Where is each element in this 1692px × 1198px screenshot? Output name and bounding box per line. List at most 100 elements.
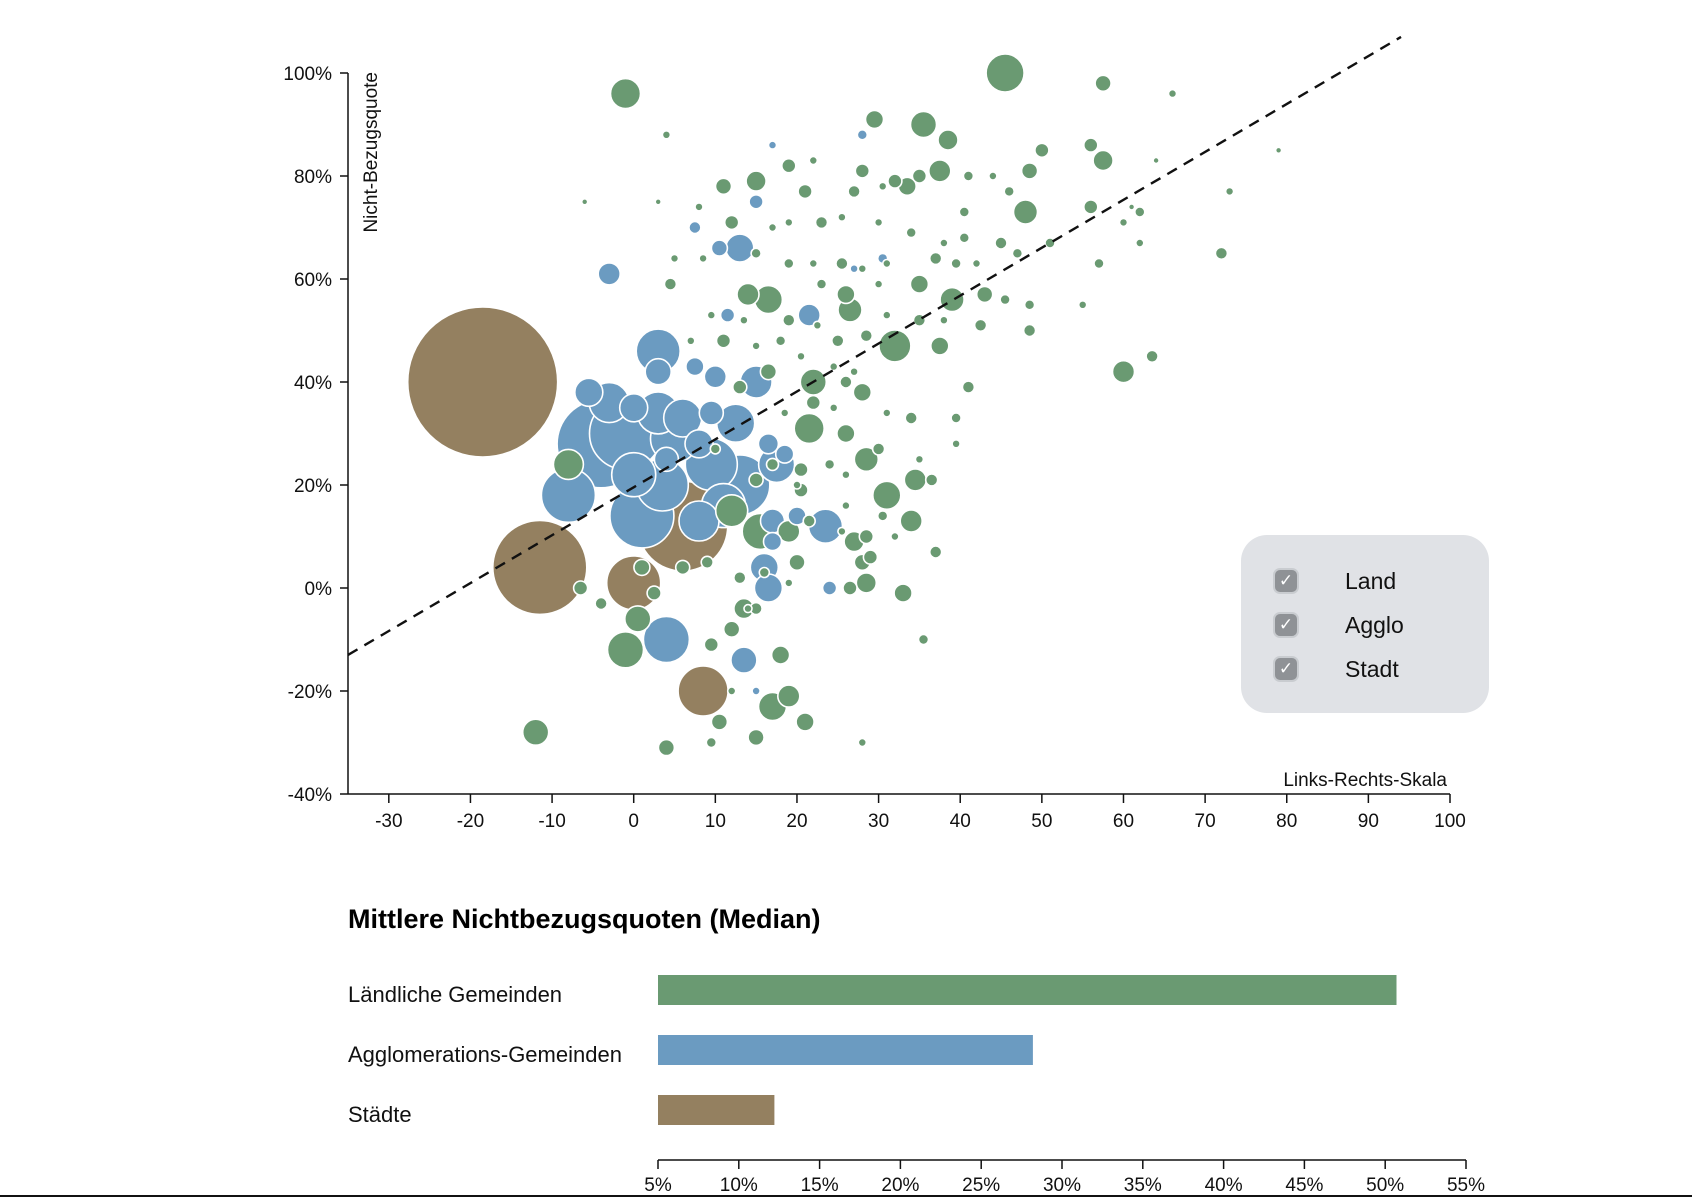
bubble-land[interactable] [609, 77, 642, 110]
bubble-land[interactable] [706, 310, 717, 320]
bubble-land[interactable] [770, 645, 791, 665]
bubble-land[interactable] [973, 318, 988, 333]
bubble-land[interactable] [971, 258, 982, 269]
bubble-agglo[interactable] [774, 444, 795, 464]
bubble-land[interactable] [781, 313, 796, 328]
bubble-land[interactable] [1118, 217, 1129, 228]
bubble-land[interactable] [1011, 247, 1024, 260]
bubble-agglo[interactable] [685, 356, 705, 377]
bubble-land[interactable] [841, 500, 851, 511]
bubble-land[interactable] [927, 159, 952, 183]
bubble-land[interactable] [732, 570, 747, 585]
bubble-land[interactable] [1012, 199, 1039, 225]
bubble-land[interactable] [748, 472, 764, 488]
bubble-land[interactable] [988, 171, 998, 181]
bubble-land[interactable] [646, 585, 662, 601]
bubble-land[interactable] [1134, 206, 1146, 218]
bubble-land[interactable] [857, 737, 868, 748]
bubble-land[interactable] [1111, 359, 1136, 384]
bubble-land[interactable] [552, 448, 585, 481]
bubble-land[interactable] [606, 630, 645, 669]
bubble-agglo[interactable] [849, 263, 859, 274]
bubble-land[interactable] [1152, 156, 1160, 165]
bubble-land[interactable] [783, 578, 794, 588]
bubble-agglo[interactable] [751, 686, 761, 696]
bubble-land[interactable] [1044, 237, 1056, 249]
bubble-land[interactable] [751, 341, 761, 351]
bubble-land[interactable] [909, 274, 930, 294]
bubble-land[interactable] [723, 214, 740, 231]
bubble-land[interactable] [928, 251, 943, 266]
bubble-land[interactable] [797, 183, 813, 200]
bubble-land[interactable] [1127, 203, 1136, 211]
bubble-land[interactable] [877, 181, 888, 192]
bubble-land[interactable] [890, 531, 900, 542]
bubble-land[interactable] [710, 713, 729, 731]
bubble-land[interactable] [950, 412, 962, 424]
bubble-land[interactable] [750, 247, 762, 260]
bubble-land[interactable] [975, 285, 994, 304]
bubble-land[interactable] [714, 493, 749, 528]
bubble-land[interactable] [961, 380, 976, 394]
bubble-land[interactable] [881, 408, 892, 418]
bubble-land[interactable] [878, 329, 912, 363]
bubble-land[interactable] [939, 286, 965, 313]
bubble-land[interactable] [779, 408, 790, 418]
bubble-agglo[interactable] [597, 262, 622, 286]
bubble-land[interactable] [814, 215, 829, 230]
bubble-land[interactable] [726, 686, 737, 696]
bubble-agglo[interactable] [757, 432, 780, 455]
checkbox-checked-icon[interactable]: ✓ [1273, 612, 1299, 638]
bubble-land[interactable] [937, 129, 959, 151]
bubble-land[interactable] [767, 222, 778, 233]
legend-item-land[interactable]: ✓ Land [1273, 565, 1396, 597]
bubble-land[interactable] [1167, 88, 1178, 99]
bubble-land[interactable] [1083, 199, 1099, 215]
bubble-land[interactable] [903, 468, 928, 492]
bubble-land[interactable] [731, 379, 748, 395]
bubble-land[interactable] [657, 738, 676, 757]
bubble-agglo[interactable] [618, 392, 649, 423]
bubble-land[interactable] [1034, 142, 1050, 159]
bubble-land[interactable] [705, 736, 718, 749]
bubble-land[interactable] [852, 382, 873, 403]
bubble-land[interactable] [836, 423, 856, 444]
bubble-land[interactable] [873, 279, 884, 289]
legend-item-stadt[interactable]: ✓ Stadt [1273, 653, 1399, 685]
bubble-land[interactable] [849, 366, 859, 377]
bubble-land[interactable] [828, 361, 839, 372]
bubble-land[interactable] [854, 163, 871, 179]
bubble-land[interactable] [792, 480, 802, 490]
bubble-land[interactable] [1093, 257, 1105, 270]
bubble-agglo[interactable] [807, 508, 844, 545]
bubble-land[interactable] [899, 509, 924, 533]
bubble-agglo[interactable] [710, 239, 729, 257]
checkbox-checked-icon[interactable]: ✓ [1273, 656, 1299, 682]
bubble-agglo[interactable] [610, 451, 657, 498]
bubble-land[interactable] [911, 168, 928, 184]
bubble-land[interactable] [759, 362, 778, 381]
bubble-land[interactable] [776, 684, 801, 708]
bubble-land[interactable] [758, 566, 771, 579]
bubble-land[interactable] [881, 310, 892, 320]
bubble-agglo[interactable] [703, 364, 728, 389]
bubble-land[interactable] [1092, 149, 1114, 172]
bubble-land[interactable] [745, 170, 767, 192]
bubble-land[interactable] [1077, 299, 1088, 310]
bubble-land[interactable] [722, 620, 741, 639]
bubble-land[interactable] [958, 206, 971, 218]
bubble-land[interactable] [939, 238, 949, 248]
bubble-land[interactable] [1274, 146, 1283, 155]
bubble-agglo[interactable] [730, 646, 758, 674]
bubble-land[interactable] [669, 253, 680, 264]
bubble-land[interactable] [736, 282, 760, 307]
bubble-land[interactable] [623, 605, 652, 633]
bubble-land[interactable] [663, 277, 678, 291]
bubble-land[interactable] [709, 443, 722, 455]
legend-item-agglo[interactable]: ✓ Agglo [1273, 609, 1404, 641]
bubble-land[interactable] [783, 217, 794, 228]
bubble-land[interactable] [1145, 349, 1159, 364]
bubble-land[interactable] [855, 572, 878, 594]
bubble-land[interactable] [871, 480, 902, 511]
bubble-agglo[interactable] [767, 140, 778, 150]
